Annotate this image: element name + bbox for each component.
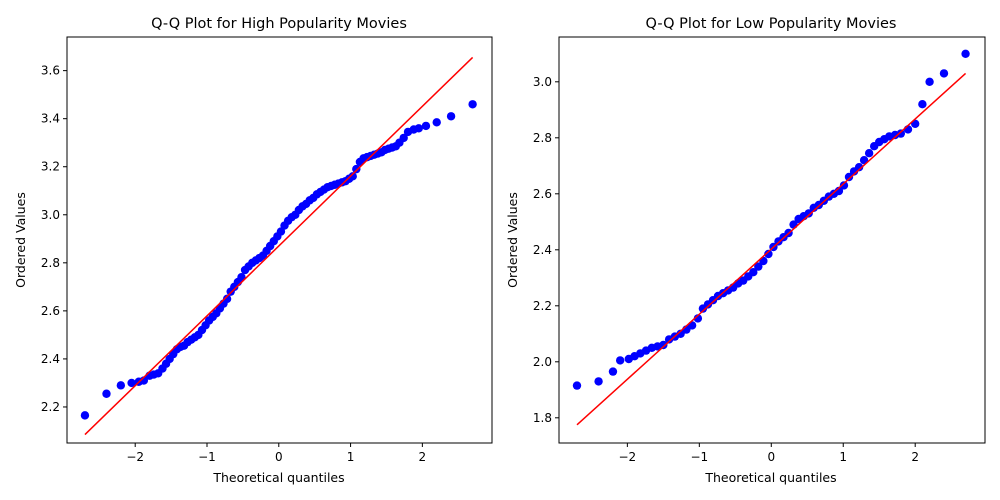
x-axis-label-high: Theoretical quantiles xyxy=(212,470,344,485)
chart-title-high: Q-Q Plot for High Popularity Movies xyxy=(151,16,407,32)
plot-area-low: −2 −1 0 1 2 1.8 2.0 2.2 2.4 2.6 2.8 3.0 xyxy=(533,49,970,464)
y-tick-label-high: 2.6 xyxy=(41,304,60,318)
reference-line-high xyxy=(84,56,474,436)
qq-point-low xyxy=(961,49,970,58)
qq-point-low xyxy=(615,356,625,365)
qq-point-high xyxy=(399,133,408,143)
y-tick-label-low: 2.4 xyxy=(533,243,552,257)
y-tick-label-low: 2.0 xyxy=(533,355,552,369)
qq-point-high xyxy=(446,112,456,121)
y-tick-label-high: 3.4 xyxy=(41,112,60,126)
panel-high-popularity: Q-Q Plot for High Popularity Movies −2 −1… xyxy=(13,16,493,485)
qq-point-low xyxy=(839,181,849,190)
qq-point-high xyxy=(222,294,232,304)
y-tick-label-high: 3.2 xyxy=(41,160,60,174)
qq-point-low xyxy=(864,149,874,158)
qq-point-low xyxy=(659,340,668,350)
qq-point-high xyxy=(102,389,111,398)
x-axis-label-low: Theoretical quantiles xyxy=(704,470,836,485)
y-tick-label-low: 2.2 xyxy=(533,299,552,313)
qq-point-high xyxy=(352,164,361,174)
plot-area-high: −2 −1 0 1 2 2.2 2.4 2.6 2.8 3.0 3.2 3.4 3.6 xyxy=(41,56,477,464)
axes-frame-low xyxy=(558,36,986,444)
y-tick-label-high: 3.6 xyxy=(41,64,60,78)
panel-low-popularity: Q-Q Plot for Low Popularity Movies −2 −1 0… xyxy=(505,16,986,485)
qq-point-low xyxy=(844,172,854,182)
y-tick-label-high: 2.8 xyxy=(41,256,60,270)
y-axis-label-low: Ordered Values xyxy=(505,192,520,288)
y-tick-label-high: 3.0 xyxy=(41,208,60,222)
qq-point-low xyxy=(925,77,934,87)
reference-line-low xyxy=(576,72,967,426)
qq-point-low xyxy=(896,129,906,138)
qq-point-high xyxy=(127,378,136,388)
x-tick-label-high: 2 xyxy=(419,450,427,464)
qq-point-low xyxy=(804,209,813,218)
qq-point-high xyxy=(80,411,90,420)
x-tick-label-high: 0 xyxy=(275,450,283,464)
x-tick-label-low: 2 xyxy=(911,450,919,464)
x-tick-label-high: −2 xyxy=(126,450,144,464)
qq-point-high xyxy=(414,124,423,133)
x-tick-label-high: −1 xyxy=(198,450,216,464)
qq-point-high xyxy=(432,118,441,127)
axes-frame-high xyxy=(66,36,493,444)
qq-point-low xyxy=(918,100,927,109)
qq-point-high xyxy=(421,121,431,131)
qq-point-low xyxy=(608,367,618,376)
chart-title-low: Q-Q Plot for Low Popularity Movies xyxy=(646,16,897,32)
qq-point-low xyxy=(693,314,703,323)
qq-point-low xyxy=(572,381,582,390)
qq-point-high xyxy=(468,100,477,109)
x-tick-label-low: −2 xyxy=(619,450,637,464)
qq-point-high xyxy=(116,381,126,390)
x-tick-label-high: 1 xyxy=(347,450,355,464)
y-tick-label-low: 3.0 xyxy=(533,75,552,89)
qq-point-low xyxy=(754,262,763,271)
qq-point-low xyxy=(594,377,603,386)
x-tick-label-low: 0 xyxy=(767,450,775,464)
qq-point-low xyxy=(939,69,949,78)
y-tick-label-low: 2.8 xyxy=(533,131,552,145)
y-tick-label-high: 2.4 xyxy=(41,352,60,366)
x-tick-label-low: 1 xyxy=(839,450,847,464)
qq-point-low xyxy=(749,268,758,277)
y-axis-label-high: Ordered Values xyxy=(13,192,28,288)
y-tick-label-low: 2.6 xyxy=(533,187,552,201)
qq-point-low xyxy=(854,163,864,172)
qq-point-low xyxy=(676,329,685,338)
y-tick-label-high: 2.2 xyxy=(41,400,60,414)
qq-point-high xyxy=(348,172,357,181)
qq-point-low xyxy=(764,249,773,259)
y-tick-label-low: 1.8 xyxy=(533,411,552,425)
x-tick-label-low: −1 xyxy=(690,450,708,464)
